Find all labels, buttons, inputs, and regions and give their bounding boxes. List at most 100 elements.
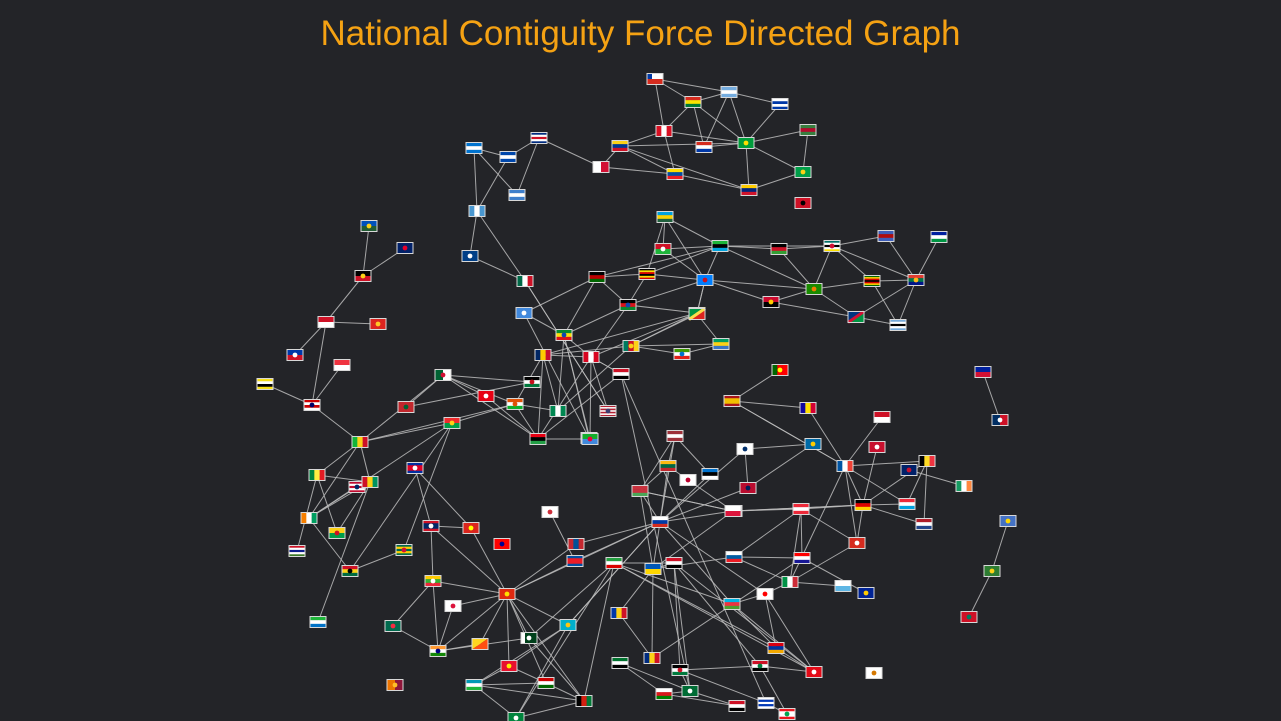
flag-node-ba[interactable]	[857, 587, 875, 599]
flag-node-mw[interactable]	[770, 243, 788, 255]
flag-node-gm[interactable]	[288, 545, 306, 557]
flag-node-us[interactable]	[599, 405, 617, 417]
flag-node-sz[interactable]	[877, 230, 895, 242]
flag-node-py[interactable]	[695, 141, 713, 153]
flag-node-pt[interactable]	[771, 364, 789, 376]
flag-node-ie[interactable]	[955, 480, 973, 492]
flag-node-am[interactable]	[767, 642, 785, 654]
flag-node-sr[interactable]	[799, 124, 817, 136]
flag-node-mn[interactable]	[567, 538, 585, 550]
flag-node-er[interactable]	[581, 433, 599, 445]
flag-node-cr[interactable]	[530, 132, 548, 144]
flag-node-lu[interactable]	[898, 498, 916, 510]
flag-node-ec[interactable]	[666, 168, 684, 180]
flag-node-pa[interactable]	[592, 161, 610, 173]
flag-node-kz[interactable]	[559, 619, 577, 631]
flag-node-ss[interactable]	[619, 299, 637, 311]
flag-node-sa[interactable]	[681, 685, 699, 697]
flag-node-bo[interactable]	[684, 96, 702, 108]
flag-node-ve[interactable]	[740, 184, 758, 196]
flag-node-tg2[interactable]	[983, 565, 1001, 577]
flag-node-fi[interactable]	[736, 443, 754, 455]
flag-node-ee[interactable]	[701, 468, 719, 480]
flag-node-by[interactable]	[631, 485, 649, 497]
flag-node-co[interactable]	[611, 140, 629, 152]
flag-node-vn[interactable]	[462, 522, 480, 534]
flag-node-cd[interactable]	[696, 274, 714, 286]
flag-node-mx[interactable]	[516, 275, 534, 287]
flag-node-gn[interactable]	[361, 476, 379, 488]
flag-node-ad[interactable]	[799, 402, 817, 414]
flag-node-de[interactable]	[854, 499, 872, 511]
flag-node-sb[interactable]	[360, 220, 378, 232]
flag-node-kg[interactable]	[500, 660, 518, 672]
flag-node-la[interactable]	[422, 520, 440, 532]
flag-node-bf[interactable]	[443, 417, 461, 429]
flag-node-mo[interactable]	[610, 607, 628, 619]
flag-node-iq[interactable]	[665, 557, 683, 569]
flag-node-zm[interactable]	[805, 283, 823, 295]
flag-node-si[interactable]	[725, 551, 743, 563]
flag-node-gw[interactable]	[328, 527, 346, 539]
flag-node-ro[interactable]	[643, 652, 661, 664]
flag-node-be[interactable]	[918, 455, 936, 467]
flag-node-mc[interactable]	[873, 411, 891, 423]
flag-node-ar[interactable]	[720, 86, 738, 98]
flag-node-se[interactable]	[804, 438, 822, 450]
flag-node-br[interactable]	[737, 137, 755, 149]
flag-node-cl[interactable]	[646, 73, 664, 85]
flag-node-pk[interactable]	[520, 632, 538, 644]
flag-node-bi[interactable]	[654, 243, 672, 255]
flag-node-pg[interactable]	[354, 270, 372, 282]
flag-node-om[interactable]	[655, 688, 673, 700]
flag-node-cg[interactable]	[688, 307, 706, 321]
flag-node-ni[interactable]	[508, 189, 526, 201]
flag-node-az[interactable]	[723, 598, 741, 610]
flag-node-il[interactable]	[757, 697, 775, 709]
flag-node-no[interactable]	[739, 482, 757, 494]
flag-node-sn[interactable]	[308, 469, 326, 481]
flag-node-tn[interactable]	[477, 390, 495, 402]
flag-node-tj[interactable]	[537, 677, 555, 689]
flag-node-lt[interactable]	[659, 460, 677, 472]
flag-node-sv[interactable]	[499, 151, 517, 163]
flag-node-bn[interactable]	[256, 378, 274, 390]
flag-node-kh[interactable]	[406, 462, 424, 474]
flag-node-my[interactable]	[303, 399, 321, 411]
flag-node-nl[interactable]	[915, 518, 933, 530]
flag-node-lb[interactable]	[778, 708, 796, 720]
flag-node-ae[interactable]	[611, 657, 629, 669]
flag-node-eh[interactable]	[523, 376, 541, 388]
flag-node-sl[interactable]	[309, 616, 327, 628]
flag-node-bw[interactable]	[889, 319, 907, 331]
flag-node-tw[interactable]	[493, 538, 511, 550]
flag-node-ng[interactable]	[549, 405, 567, 417]
flag-node-td[interactable]	[534, 349, 552, 361]
flag-node-tm[interactable]	[507, 712, 525, 721]
flag-node-gt[interactable]	[468, 205, 486, 217]
flag-node-ne[interactable]	[506, 398, 524, 410]
flag-node-ua[interactable]	[644, 563, 662, 575]
flag-node-gq[interactable]	[673, 348, 691, 360]
flag-node-bt[interactable]	[471, 638, 489, 650]
flag-node-bz[interactable]	[461, 250, 479, 262]
flag-node-ir[interactable]	[605, 557, 623, 569]
flag-node-na[interactable]	[847, 310, 865, 324]
flag-node-ls[interactable]	[930, 231, 948, 243]
flag-node-kp[interactable]	[566, 555, 584, 567]
flag-node-uy[interactable]	[771, 98, 789, 110]
flag-node-ph[interactable]	[286, 349, 304, 361]
flag-node-at[interactable]	[792, 503, 810, 515]
flag-node-pe[interactable]	[655, 125, 673, 137]
flag-node-tt[interactable]	[794, 197, 812, 209]
flag-node-uz[interactable]	[465, 679, 483, 691]
flag-node-gy[interactable]	[794, 166, 812, 178]
flag-node-tl[interactable]	[369, 318, 387, 330]
flag-node-sg[interactable]	[333, 359, 351, 371]
flag-node-id[interactable]	[317, 316, 335, 328]
flag-node-ke[interactable]	[588, 271, 606, 283]
flag-node-ye[interactable]	[728, 700, 746, 712]
flag-node-et[interactable]	[555, 329, 573, 341]
flag-node-jp[interactable]	[679, 474, 697, 486]
